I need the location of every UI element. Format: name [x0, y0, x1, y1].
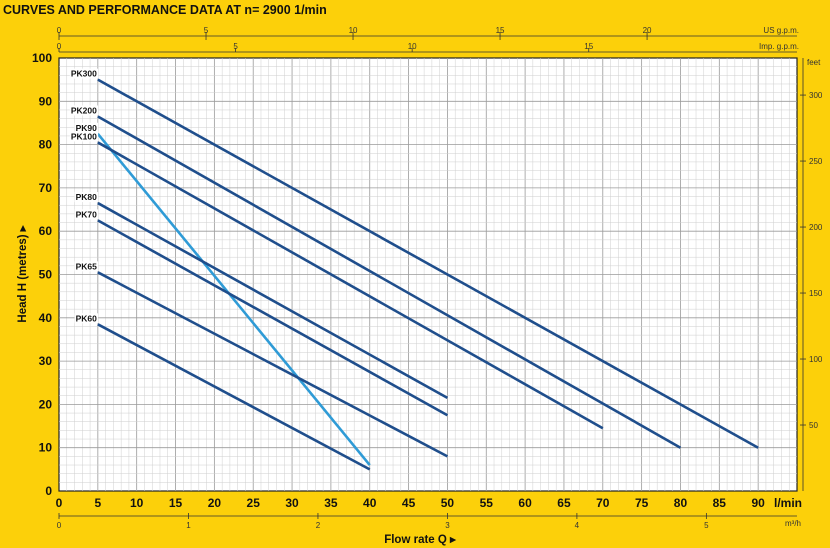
y-tick-label: 80: [39, 138, 53, 152]
chart-title: CURVES AND PERFORMANCE DATA AT n= 2900 1…: [3, 3, 327, 17]
series-line-pk70: [97, 219, 449, 417]
x-axis-title: Flow rate Q ▸: [384, 534, 457, 546]
series-label-backdrop: [74, 313, 99, 324]
x-tick-label: 45: [402, 496, 416, 510]
series-label-pk90: PK90: [76, 123, 98, 133]
series-label-pk65: PK65: [76, 261, 98, 271]
us-gpm-tick-label: 0: [57, 26, 62, 35]
x-tick-label: 25: [247, 496, 261, 510]
m3h-tick-label: 1: [186, 521, 191, 530]
x-unit-label: l/min: [774, 496, 802, 510]
m3h-tick-label: 4: [575, 521, 580, 530]
series-line-pk65: [97, 271, 449, 458]
y-tick-label: 10: [39, 441, 53, 455]
y-tick-label: 70: [39, 181, 53, 195]
x-tick-label: 65: [557, 496, 571, 510]
us-gpm-unit-label: US g.p.m.: [763, 26, 799, 35]
x-tick-label: 90: [751, 496, 765, 510]
series-line-pk200: [97, 115, 682, 449]
series-label-pk60: PK60: [76, 313, 98, 323]
feet-tick-label: 150: [809, 289, 823, 298]
series-label-pk80: PK80: [76, 192, 98, 202]
y-tick-label: 30: [39, 354, 53, 368]
series-label-backdrop: [69, 131, 99, 142]
x-tick-label: 85: [713, 496, 727, 510]
us-gpm-tick-label: 5: [204, 26, 209, 35]
y-tick-label: 0: [45, 484, 52, 498]
grid: [59, 58, 797, 491]
x-tick-label: 20: [208, 496, 222, 510]
series-label-backdrop: [74, 122, 99, 133]
us-gpm-tick-label: 15: [496, 26, 505, 35]
x-tick-label: 60: [518, 496, 532, 510]
y-tick-label: 60: [39, 224, 53, 238]
m3h-tick-label: 5: [704, 521, 709, 530]
y-tick-label: 100: [32, 51, 52, 65]
x-tick-label: 5: [94, 496, 101, 510]
x-tick-label: 30: [285, 496, 299, 510]
m3h-tick-label: 2: [316, 521, 321, 530]
series-label-backdrop: [74, 209, 99, 220]
imp-gpm-unit-label: Imp. g.p.m.: [759, 42, 799, 51]
x-tick-label: 35: [324, 496, 338, 510]
x-tick-label: 75: [635, 496, 649, 510]
imp-gpm-tick-label: 0: [57, 42, 62, 51]
x-tick-label: 70: [596, 496, 610, 510]
x-tick-label: 55: [480, 496, 494, 510]
y-tick-label: 20: [39, 397, 53, 411]
feet-tick-label: 300: [809, 91, 823, 100]
x-tick-label: 50: [441, 496, 455, 510]
y-tick-label: 90: [39, 94, 53, 108]
x-tick-label: 10: [130, 496, 144, 510]
feet-unit-label: feet: [807, 58, 821, 67]
series-label-backdrop: [74, 192, 99, 203]
y-axis-title: Head H (metres) ▸: [17, 224, 29, 322]
series-line-pk100: [97, 141, 604, 430]
series-line-pk60: [97, 323, 371, 471]
x-tick-label: 80: [674, 496, 688, 510]
m3h-tick-label: 0: [57, 521, 62, 530]
us-gpm-tick-label: 10: [349, 26, 358, 35]
imp-gpm-tick-label: 5: [233, 42, 238, 51]
series-line-pk90: [96, 132, 371, 466]
series-label-backdrop: [69, 68, 99, 79]
series-label-pk70: PK70: [76, 209, 98, 219]
m3h-unit-label: m³/h: [785, 519, 801, 528]
us-gpm-tick-label: 20: [643, 26, 652, 35]
x-tick-label: 0: [56, 496, 63, 510]
x-tick-label: 40: [363, 496, 377, 510]
y-tick-label: 50: [39, 268, 53, 282]
y-tick-label: 40: [39, 311, 53, 325]
series-line-pk80: [97, 201, 449, 400]
x-tick-label: 15: [169, 496, 183, 510]
series-lines: [96, 78, 759, 471]
series-label-pk300: PK300: [71, 69, 97, 79]
feet-tick-label: 250: [809, 157, 823, 166]
series-line-pk300: [97, 78, 759, 449]
m3h-tick-label: 3: [445, 521, 450, 530]
feet-tick-label: 50: [809, 421, 818, 430]
feet-tick-label: 200: [809, 223, 823, 232]
series-label-backdrop: [69, 105, 99, 116]
series-label-backdrop: [74, 261, 99, 272]
series-label-pk200: PK200: [71, 105, 97, 115]
imp-gpm-tick-label: 10: [408, 42, 417, 51]
axes: 0 5 10 15 20 25 30 35 40 45 50 55 60 65 70 75 80 85 90 l/mi…: [17, 26, 823, 546]
feet-tick-label: 100: [809, 355, 823, 364]
series-label-pk100: PK100: [71, 131, 97, 141]
imp-gpm-tick-label: 15: [584, 42, 593, 51]
